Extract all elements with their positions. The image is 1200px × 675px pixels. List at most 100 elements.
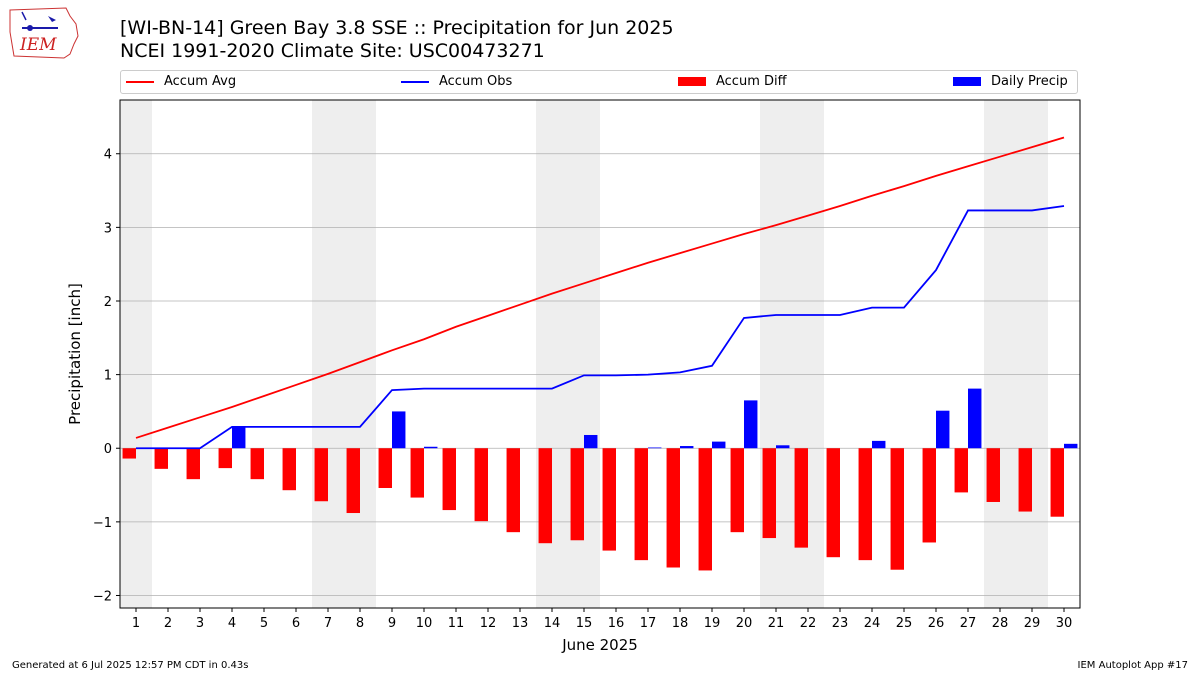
accum-diff-bar [410, 448, 424, 498]
legend-item-accum-avg: Accum Avg [126, 74, 236, 89]
accum-diff-bar [698, 448, 712, 571]
accum-diff-bar [890, 448, 904, 570]
x-tick-label: 19 [704, 616, 721, 631]
daily-precip-bar [968, 388, 982, 449]
y-tick-label: 4 [104, 148, 112, 163]
x-tick-label: 1 [132, 616, 140, 631]
accum-diff-bar [282, 448, 296, 491]
accum-avg-line [135, 136, 1065, 439]
accum-diff-bar [666, 448, 680, 568]
y-tick-label: 3 [104, 221, 112, 236]
accum-diff-bar [122, 448, 136, 459]
x-tick-label: 5 [260, 616, 268, 631]
x-tick-label: 4 [228, 616, 236, 631]
legend-label: Accum Obs [439, 74, 513, 89]
x-tick-label: 12 [480, 616, 497, 631]
accum-diff-bar [634, 448, 648, 561]
accum-diff-bar [346, 448, 360, 514]
accum-diff-bar [538, 448, 552, 544]
accum-diff-bar [1050, 448, 1064, 517]
daily-precip-bar [232, 426, 246, 449]
x-tick-label: 21 [768, 616, 785, 631]
x-tick-label: 22 [800, 616, 817, 631]
daily-precip-bar [392, 411, 406, 449]
accum-diff-bar [762, 448, 776, 539]
x-tick-label: 9 [388, 616, 396, 631]
accum-obs-line [136, 205, 1065, 450]
x-tick-label: 15 [576, 616, 593, 631]
legend-label: Daily Precip [991, 74, 1068, 89]
legend-label: Accum Avg [164, 74, 237, 89]
accum-diff-bar [986, 448, 1000, 502]
daily-precip-bar [744, 400, 758, 449]
x-tick-label: 8 [356, 616, 364, 631]
accum-diff-bar [826, 448, 840, 558]
daily-precip-bar [936, 410, 950, 449]
x-tick-label: 29 [1024, 616, 1041, 631]
weekend-band [984, 100, 1048, 608]
daily-precip-bar [1064, 443, 1078, 449]
x-tick-label: 28 [992, 616, 1009, 631]
generated-note: Generated at 6 Jul 2025 12:57 PM CDT in … [12, 660, 249, 671]
x-axis-label: June 2025 [561, 636, 638, 654]
accum-diff-bar [506, 448, 520, 533]
x-tick-label: 7 [324, 616, 332, 631]
x-tick-label: 24 [864, 616, 881, 631]
x-tick-label: 17 [640, 616, 657, 631]
weekend-band [312, 100, 376, 608]
daily-precip-bar [424, 446, 438, 449]
logo-text: IEM [19, 35, 57, 55]
accum-diff-bar [218, 448, 232, 469]
legend-item-accum-obs: Accum Obs [401, 74, 512, 89]
app-credit: IEM Autoplot App #17 [1077, 660, 1188, 671]
y-tick-label: 1 [104, 369, 112, 384]
x-tick-label: 11 [448, 616, 465, 631]
accum-diff-bar [954, 448, 968, 493]
x-tick-label: 26 [928, 616, 945, 631]
y-axis-label: Precipitation [inch] [66, 283, 84, 425]
accum-diff-bar [250, 448, 264, 480]
x-tick-label: 10 [416, 616, 433, 631]
y-tick-label: −1 [93, 516, 112, 531]
accum-diff-bar [922, 448, 936, 543]
accum-diff-bar [314, 448, 328, 502]
plot-frame [119, 99, 1081, 609]
x-tick-label: 16 [608, 616, 625, 631]
accum-diff-bar [1018, 448, 1032, 512]
y-tick-label: 0 [104, 442, 112, 457]
x-tick-label: 25 [896, 616, 913, 631]
accum-diff-bar [154, 448, 168, 469]
weekend-band [120, 100, 152, 608]
x-tick-label: 14 [544, 616, 561, 631]
accum-diff-bar [602, 448, 616, 551]
legend-swatch [678, 77, 706, 86]
y-tick-label: 2 [104, 295, 112, 310]
chart-legend: Accum Avg Accum Obs Accum Diff Daily Pre… [120, 70, 1078, 94]
accum-diff-bar [474, 448, 488, 522]
legend-swatch [126, 80, 154, 83]
daily-precip-bar [584, 434, 598, 449]
y-tick-label: −2 [93, 589, 112, 604]
accum-diff-bar [794, 448, 808, 548]
legend-item-accum-diff: Accum Diff [678, 74, 787, 89]
legend-swatch [953, 77, 981, 86]
x-tick-label: 18 [672, 616, 689, 631]
chart-title: [WI-BN-14] Green Bay 3.8 SSE :: Precipit… [120, 17, 674, 39]
chart-subtitle: NCEI 1991-2020 Climate Site: USC00473271 [120, 40, 545, 62]
x-tick-label: 2 [164, 616, 172, 631]
accum-diff-bar [570, 448, 584, 541]
accum-diff-bar [442, 448, 456, 511]
daily-precip-bar [648, 447, 662, 449]
accum-diff-bar [858, 448, 872, 561]
x-tick-label: 30 [1056, 616, 1073, 631]
x-tick-label: 27 [960, 616, 977, 631]
x-tick-label: 23 [832, 616, 849, 631]
legend-item-daily-precip: Daily Precip [953, 74, 1068, 89]
legend-swatch [401, 80, 429, 83]
x-tick-label: 20 [736, 616, 753, 631]
x-tick-label: 13 [512, 616, 529, 631]
x-tick-label: 3 [196, 616, 204, 631]
daily-precip-bar [872, 440, 886, 449]
legend-label: Accum Diff [716, 74, 787, 89]
